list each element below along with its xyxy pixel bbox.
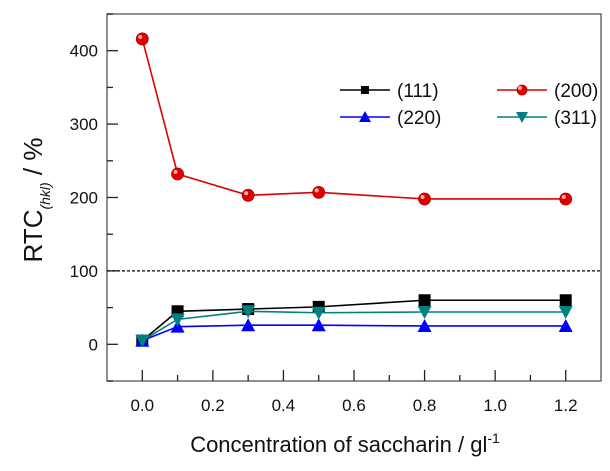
data-point-highlight [138,34,143,39]
legend-item: (111) [340,81,439,102]
legend-marker [361,86,369,94]
x-tick-label: 0.6 [342,396,366,415]
x-axis-label: Concentration of saccharin / gl-1 [190,430,500,457]
x-tick-label: 1.2 [554,396,578,415]
y-tick-label: 100 [70,262,98,281]
legend-marker [516,112,528,123]
series-line [141,324,566,342]
y-axis-label: RTC(hkl) / % [18,138,53,263]
data-point-highlight [420,194,425,199]
legend-marker [516,84,528,96]
data-point [170,313,185,327]
series-0 [136,294,572,347]
legend-marker-highlight [518,86,522,90]
data-point [418,192,431,206]
data-point [311,318,326,332]
data-point [241,188,255,202]
legend-label: (111) [397,81,439,102]
series-1 [135,32,573,206]
legend-marker [359,111,371,122]
series-line [141,38,566,200]
legend-label: (220) [397,108,441,129]
data-point [135,334,150,348]
data-point [135,32,149,46]
data-point [559,294,572,307]
y-tick-label: 400 [70,42,98,61]
data-point [241,318,256,332]
data-point-highlight [561,194,566,199]
legend-label: (200) [554,81,598,102]
data-point [311,306,326,320]
x-tick-label: 0.0 [130,396,154,415]
data-point-highlight [244,191,249,196]
x-tick-label: 1.0 [483,396,507,415]
legend-label: (311) [554,108,597,129]
legend-item: (311) [497,108,597,129]
series-line [141,299,566,342]
data-point-highlight [173,170,178,175]
y-tick-label: 200 [70,189,98,208]
data-point [312,185,326,199]
series-2 [135,318,573,347]
legend: (111) (200) (220) (311) [340,81,598,129]
series-3 [135,305,573,348]
data-point [559,192,573,206]
data-point [241,305,256,319]
data-point [558,318,573,332]
data-point [417,318,432,332]
data-point-highlight [314,188,319,193]
data-point [417,306,432,320]
data-point [418,294,431,307]
legend-item: (220) [340,108,441,129]
data-point [171,167,184,181]
x-tick-label: 0.8 [413,396,437,415]
y-tick-label: 300 [70,115,98,134]
x-tick-label: 0.2 [201,396,225,415]
data-point [558,306,573,320]
x-tick-label: 0.4 [272,396,296,415]
legend-item: (200) [497,81,598,102]
series-line [141,310,566,342]
y-tick-label: 0 [89,335,98,354]
